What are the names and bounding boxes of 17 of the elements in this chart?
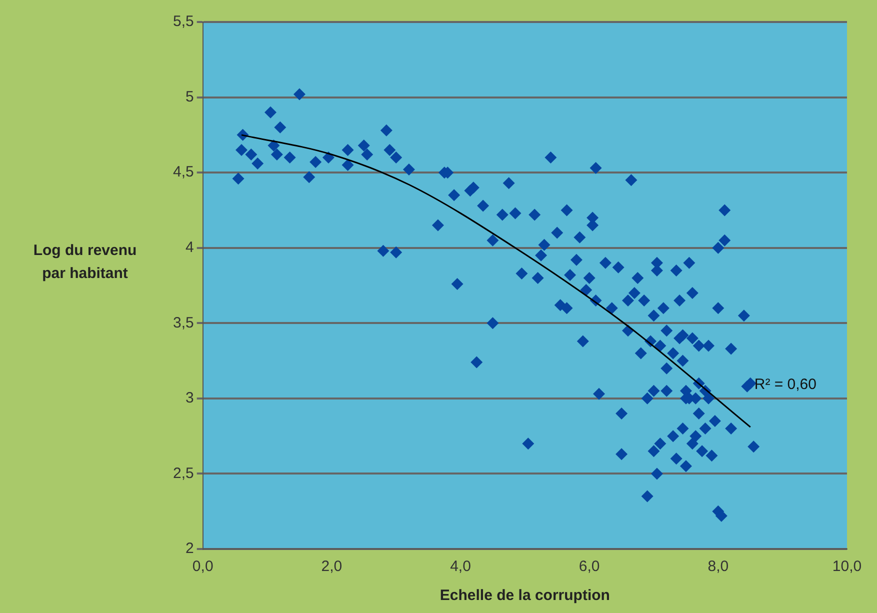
x-tick-label: 2,0 <box>321 558 342 576</box>
y-tick-label: 3,5 <box>172 314 194 332</box>
annotation: R² = 0,60 <box>754 376 817 394</box>
x-tick-label: 4,0 <box>450 558 471 576</box>
y-tick-label: 3 <box>186 390 194 407</box>
y-tick-label: 2 <box>186 540 194 558</box>
y-tick-label: 5 <box>186 88 194 106</box>
x-tick-label: 6,0 <box>578 558 600 576</box>
y-tick-label: 4,5 <box>172 164 194 181</box>
y-axis-title: Log du revenu par habitant <box>32 241 138 284</box>
x-tick-label: 8,0 <box>708 558 729 576</box>
y-tick-label: 5,5 <box>172 13 194 30</box>
y-tick-label: 2,5 <box>172 464 194 482</box>
y-tick-label: 4 <box>186 239 194 256</box>
x-tick-label: 10,0 <box>832 558 862 576</box>
x-tick-label: 0,0 <box>192 558 214 576</box>
x-axis-title: Echelle de la corruption <box>440 587 610 604</box>
